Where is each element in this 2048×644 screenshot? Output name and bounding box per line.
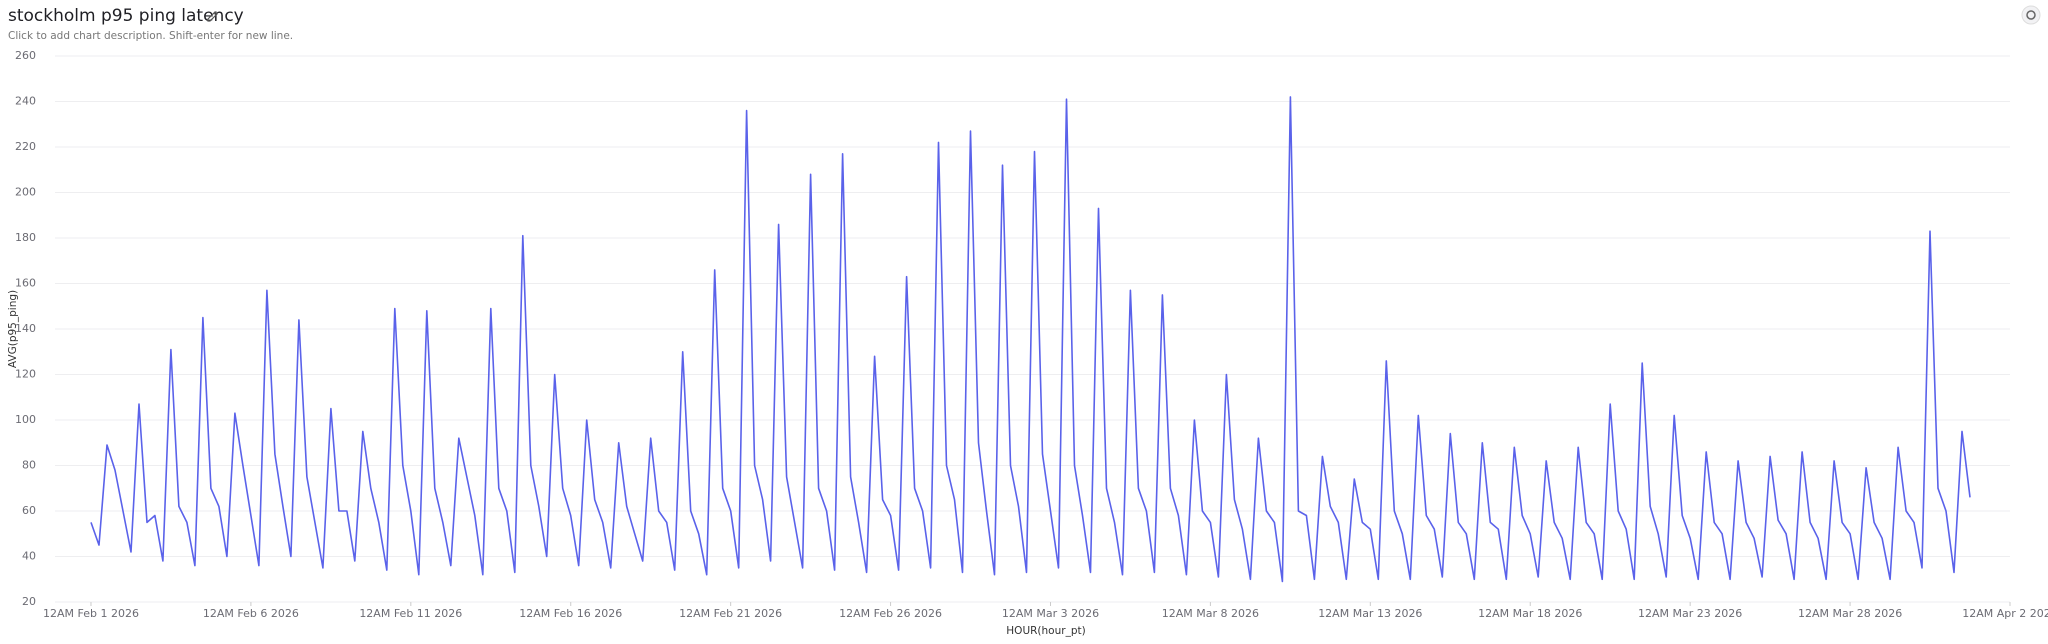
- x-tick-label: 12AM Mar 23 2026: [1638, 607, 1742, 620]
- x-tick-label: 12AM Mar 28 2026: [1798, 607, 1902, 620]
- y-tick-label: 40: [22, 550, 36, 563]
- x-tick-label: 12AM Mar 18 2026: [1478, 607, 1582, 620]
- pencil: [207, 11, 218, 22]
- y-tick-label: 140: [15, 322, 36, 335]
- x-tick-label: 12AM Feb 11 2026: [359, 607, 462, 620]
- x-tick-label: 12AM Feb 6 2026: [203, 607, 299, 620]
- y-tick-label: 260: [15, 49, 36, 62]
- y-tick-label: 120: [15, 368, 36, 381]
- x-tick-label: 12AM Mar 13 2026: [1318, 607, 1422, 620]
- x-tick-label: 12AM Mar 3 2026: [1002, 607, 1099, 620]
- y-axis-title: AVG(p95_ping): [7, 290, 19, 368]
- x-tick-label: 12AM Feb 26 2026: [839, 607, 942, 620]
- y-tick-label: 100: [15, 413, 36, 426]
- x-tick-label: 12AM Apr 2 2026: [1962, 607, 2048, 620]
- y-tick-label: 20: [22, 595, 36, 608]
- y-tick-label: 60: [22, 504, 36, 517]
- x-tick-label: 12AM Feb 16 2026: [519, 607, 622, 620]
- y-tick-label: 160: [15, 277, 36, 290]
- gear: [2026, 10, 2036, 20]
- x-tick-label: 12AM Feb 21 2026: [679, 607, 782, 620]
- chart-subtitle[interactable]: Click to add chart description. Shift-en…: [8, 30, 293, 42]
- y-tick-label: 220: [15, 140, 36, 153]
- edit-icon[interactable]: [207, 11, 218, 22]
- series-line: [90, 96, 1971, 583]
- settings-bg: [2021, 5, 2041, 25]
- x-axis-title: HOUR(hour_pt): [1006, 625, 1085, 637]
- y-tick-label: 180: [15, 231, 36, 244]
- settings-button[interactable]: [2021, 5, 2041, 25]
- y-tick-label: 240: [15, 95, 36, 108]
- y-tick-label: 200: [15, 186, 36, 199]
- x-tick-label: 12AM Feb 1 2026: [43, 607, 139, 620]
- chart-title: stockholm p95 ping latency: [8, 6, 244, 26]
- x-tick-label: 12AM Mar 8 2026: [1162, 607, 1259, 620]
- y-tick-label: 80: [22, 459, 36, 472]
